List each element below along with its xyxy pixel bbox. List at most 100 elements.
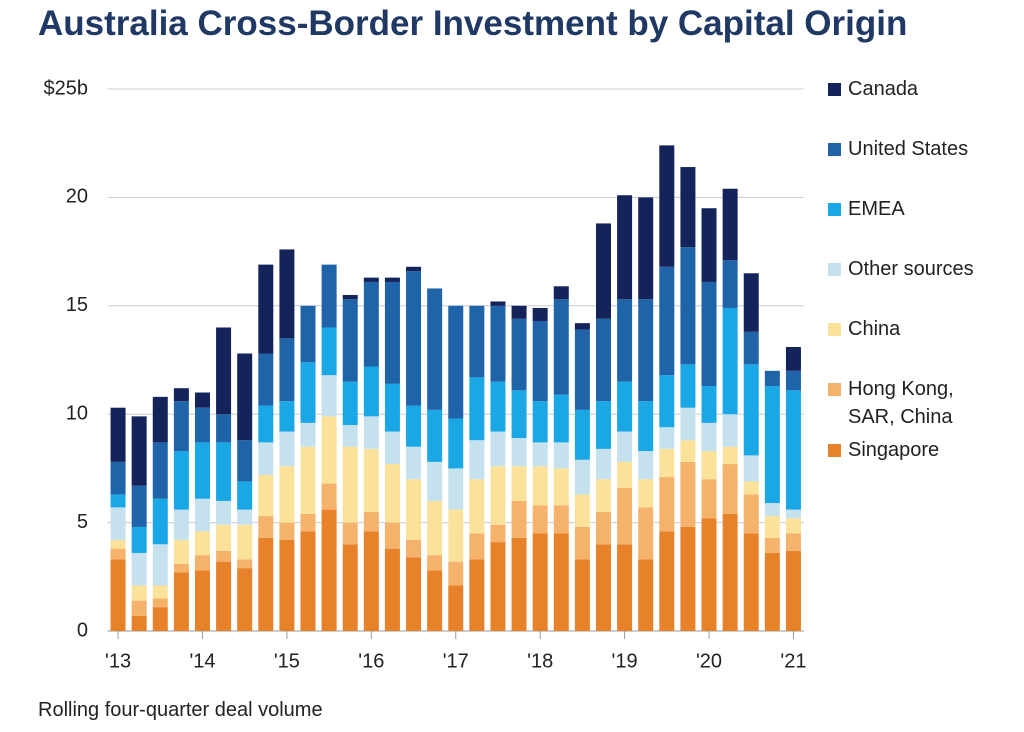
bar-segment xyxy=(511,500,527,538)
bar-segment xyxy=(490,524,506,543)
bar-segment xyxy=(342,299,358,382)
bar-segment xyxy=(406,557,422,631)
bar-segment xyxy=(237,524,253,560)
bar-segment xyxy=(701,386,717,423)
x-tick-label: '21 xyxy=(780,650,806,672)
bar-segment xyxy=(300,422,316,447)
bar-segment xyxy=(701,451,717,480)
bar-segment xyxy=(110,559,126,631)
bar-segment xyxy=(553,505,569,534)
bar-segment xyxy=(722,446,738,465)
bar-segment xyxy=(595,544,611,631)
bar-segment xyxy=(743,273,759,332)
bar-segment xyxy=(553,299,569,395)
bar-segment xyxy=(701,281,717,387)
bar-segment xyxy=(279,338,295,402)
bar-segment xyxy=(279,249,295,339)
bar-segment xyxy=(764,386,780,504)
bar-segment xyxy=(173,563,189,573)
bar-segment xyxy=(722,188,738,261)
bar-segment xyxy=(701,422,717,452)
bar-segment xyxy=(638,451,654,480)
bar-segment xyxy=(279,522,295,540)
bar-segment xyxy=(384,281,400,384)
bar-segment xyxy=(321,264,337,328)
bar-segment xyxy=(279,466,295,523)
legend-swatch xyxy=(828,203,841,216)
bar-segment xyxy=(595,223,611,319)
bar-segment xyxy=(342,544,358,631)
bar-segment xyxy=(110,461,126,495)
bar-segment xyxy=(131,585,147,601)
bar-segment xyxy=(427,409,443,462)
bar-segment xyxy=(764,516,780,538)
bar-segment xyxy=(300,513,316,532)
bar-segment xyxy=(342,381,358,426)
bar-segment xyxy=(216,500,232,525)
bar-segment xyxy=(406,539,422,558)
bar-segment xyxy=(511,466,527,501)
bar-segment xyxy=(743,481,759,495)
bar-segment xyxy=(152,544,168,586)
x-tick-label: '14 xyxy=(189,650,215,672)
bar-segment xyxy=(173,509,189,540)
bar-segment xyxy=(595,318,611,402)
bar-segment xyxy=(363,531,379,631)
bar-segment xyxy=(131,615,147,631)
bar-segment xyxy=(237,440,253,482)
bar-segment xyxy=(490,431,506,467)
bar-segment xyxy=(532,533,548,631)
bar-segment xyxy=(110,507,126,540)
bar-segment xyxy=(237,568,253,631)
bar-segment xyxy=(173,451,189,510)
legend-label: Other sources xyxy=(848,258,974,280)
bar-segment xyxy=(363,281,379,367)
x-tick-label: '16 xyxy=(358,650,384,672)
bar-segment xyxy=(152,442,168,499)
bar-segment xyxy=(638,197,654,300)
bar-segment xyxy=(321,375,337,417)
x-tick-label: '19 xyxy=(612,650,638,672)
bar-segment xyxy=(469,305,485,378)
bar-segment xyxy=(384,464,400,523)
legend: Canada United States EMEA Other sources Chin… xyxy=(828,75,978,496)
bar-segment xyxy=(131,600,147,616)
bar-segment xyxy=(258,442,274,475)
bar-segment xyxy=(764,370,780,387)
bar-segment xyxy=(574,494,590,527)
bar-segment xyxy=(237,481,253,510)
bar-segment xyxy=(785,533,801,551)
legend-entry: Canada xyxy=(828,75,978,103)
bar-segment xyxy=(216,414,232,443)
bar-segment xyxy=(406,405,422,447)
bar-segment xyxy=(680,440,696,462)
bar-segment xyxy=(131,416,147,486)
bar-segment xyxy=(701,208,717,282)
legend-entry: Other sources xyxy=(828,255,978,283)
bar-segment xyxy=(638,401,654,452)
bar-segment xyxy=(384,277,400,282)
bar-segment xyxy=(363,277,379,282)
bar-segment xyxy=(722,414,738,447)
bar-segment xyxy=(785,390,801,510)
bar-segment xyxy=(427,288,443,410)
bar-segment xyxy=(617,487,633,545)
bar-segment xyxy=(448,468,464,510)
bar-segment xyxy=(173,539,189,564)
bar-segment xyxy=(638,299,654,402)
bar-segment xyxy=(194,570,210,631)
bar-segment xyxy=(469,440,485,480)
legend-swatch xyxy=(828,323,841,336)
x-tick-label: '15 xyxy=(274,650,300,672)
bar-segment xyxy=(406,266,422,272)
bar-segment xyxy=(659,448,675,478)
bar-segment xyxy=(490,381,506,432)
bar-segment xyxy=(216,327,232,415)
bar-segment xyxy=(722,307,738,415)
bar-segment xyxy=(279,401,295,432)
bar-segment xyxy=(216,550,232,562)
bar-segment xyxy=(659,531,675,631)
bar-segment xyxy=(574,526,590,560)
bar-segment xyxy=(110,548,126,560)
bar-segment xyxy=(490,305,506,382)
